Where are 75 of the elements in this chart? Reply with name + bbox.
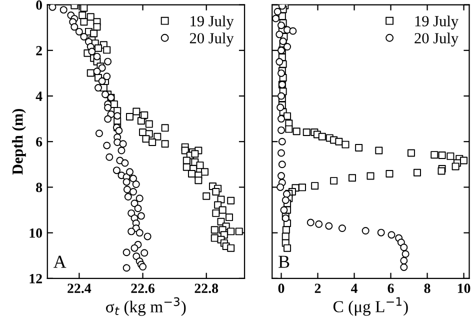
point — [377, 228, 385, 236]
point — [362, 227, 370, 234]
point — [306, 218, 314, 226]
x-tick-label: 4 — [350, 284, 358, 293]
point — [276, 183, 284, 191]
legend-label: 20 July — [190, 32, 234, 47]
x-axis-title: C (μg L$^{−1}$) — [333, 297, 408, 316]
point — [285, 125, 293, 133]
point — [388, 231, 396, 239]
legend-label: 19 July — [415, 16, 459, 30]
point — [278, 149, 285, 157]
annotation: B — [278, 256, 290, 268]
point — [298, 184, 306, 192]
point — [276, 58, 284, 66]
point — [460, 156, 468, 164]
point — [400, 244, 408, 252]
point — [278, 138, 286, 146]
x-tick-label: 2 — [314, 284, 321, 293]
point — [355, 144, 363, 152]
x-tick-label: 22.6 — [131, 284, 155, 294]
point — [278, 92, 285, 100]
y-tick-label: 0 — [36, 0, 42, 10]
point — [342, 140, 350, 148]
point — [335, 138, 343, 146]
y-tick-label: 8 — [36, 182, 42, 192]
point — [348, 174, 356, 182]
x-tick-label: 22.8 — [194, 284, 218, 294]
y-tick-label: 6 — [36, 137, 42, 147]
point — [452, 162, 460, 170]
point — [278, 172, 285, 180]
x-tick-label: 0 — [278, 284, 284, 294]
point — [438, 152, 446, 160]
y-tick-label: 12 — [30, 274, 42, 284]
point — [438, 167, 446, 175]
point — [280, 206, 288, 214]
point — [366, 172, 374, 180]
point — [315, 220, 323, 228]
point — [284, 244, 292, 252]
point — [292, 128, 300, 136]
y-tick-label: 4 — [36, 92, 42, 101]
point — [446, 152, 454, 160]
y-axis-title: Depth (m) — [12, 108, 26, 175]
point — [278, 22, 285, 30]
point — [430, 151, 438, 159]
point — [325, 222, 333, 230]
point — [407, 149, 415, 157]
point — [278, 160, 286, 168]
legend-label: 19 July — [190, 16, 234, 30]
annotation: A — [53, 256, 66, 268]
point — [276, 30, 284, 38]
point — [289, 27, 297, 35]
point — [318, 132, 326, 140]
point — [282, 190, 290, 198]
legend-label: 20 July — [414, 32, 459, 47]
point — [311, 182, 319, 190]
point — [413, 168, 421, 176]
x-tick-label: 10 — [458, 284, 470, 294]
point — [274, 8, 282, 16]
y-tick-label: 10 — [30, 228, 42, 238]
point — [402, 250, 410, 258]
point — [284, 43, 292, 50]
point — [302, 128, 310, 136]
x-axis-title: σ$_{t}$ (kg m$^{−3}$) — [106, 297, 186, 316]
point — [375, 146, 383, 154]
x-tick-label: 6 — [388, 284, 394, 294]
point — [338, 224, 346, 232]
point — [282, 196, 290, 204]
point — [400, 263, 408, 271]
point — [276, 104, 284, 112]
x-tick-label: 22.4 — [68, 284, 92, 294]
y-tick-label: 2 — [36, 46, 42, 56]
point — [386, 170, 394, 178]
point — [278, 126, 285, 134]
point — [330, 177, 338, 185]
x-tick-label: 8 — [424, 284, 430, 294]
